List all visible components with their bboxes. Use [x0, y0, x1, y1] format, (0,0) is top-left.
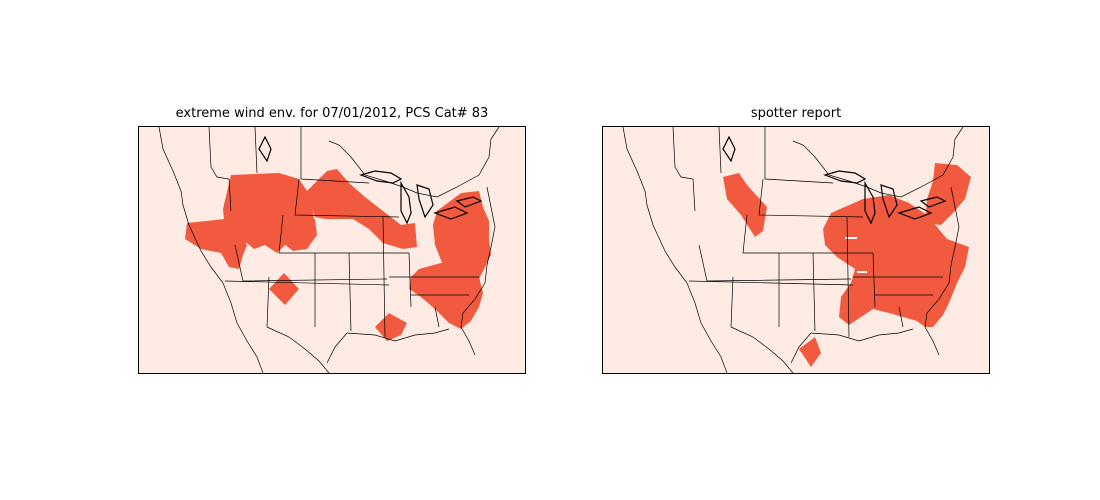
region-southeast	[409, 263, 483, 329]
right-map-lakes	[722, 135, 947, 225]
left-map-lakes	[258, 135, 483, 225]
left-map-title: extreme wind env. for 07/01/2012, PCS Ca…	[175, 106, 489, 121]
right-highlight-regions	[723, 163, 971, 367]
right-map-panel: spotter report	[602, 106, 990, 374]
right-map-title: spotter report	[750, 106, 842, 121]
left-map-svg	[158, 127, 500, 373]
left-highlight-regions	[185, 169, 491, 341]
right-map-svg	[622, 127, 971, 373]
region-great-basin	[185, 219, 247, 269]
region-dakotas	[723, 173, 767, 237]
region-upper-midwest	[307, 169, 417, 249]
right-map-gaps	[845, 237, 867, 273]
region-louisiana	[375, 313, 407, 341]
region-nm-diamond	[269, 273, 299, 305]
region-northeast	[925, 163, 971, 225]
region-mn-sd	[283, 219, 317, 251]
left-map-borders	[158, 127, 500, 373]
left-map-panel: extreme wind env. for 07/01/2012, PCS Ca…	[138, 106, 526, 374]
region-texas-coast	[799, 337, 821, 367]
right-map-borders	[622, 127, 964, 373]
region-east-central	[823, 195, 969, 327]
right-map-frame	[602, 126, 990, 374]
left-map-frame	[138, 126, 526, 374]
